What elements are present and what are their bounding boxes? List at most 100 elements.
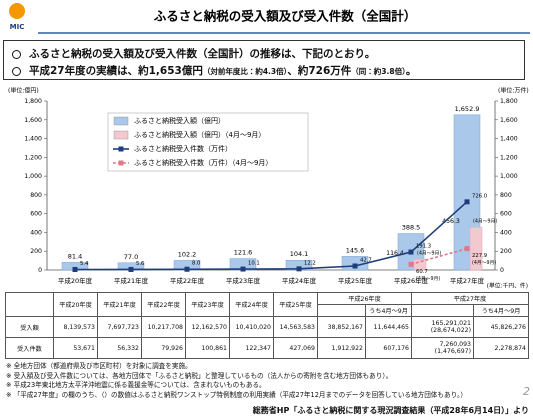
line-point bbox=[240, 266, 246, 272]
point-value-label: 227.9 bbox=[472, 253, 487, 259]
bar-value-label: 145.6 bbox=[346, 246, 365, 254]
point-value-label: 8.0 bbox=[192, 261, 201, 267]
table-cell: 45,826,276 bbox=[473, 316, 529, 338]
table-cell: 607,176 bbox=[365, 337, 412, 359]
cell-value: 12,162,570 bbox=[191, 323, 227, 331]
table-cell: 56,332 bbox=[97, 337, 142, 359]
cell-value: 7,260,093 bbox=[439, 341, 472, 348]
bar-value-label: 81.4 bbox=[68, 252, 82, 260]
cell-value: 427,069 bbox=[289, 344, 315, 352]
y-tick-label: 1,600 bbox=[24, 117, 42, 124]
y2-tick-label: 1,600 bbox=[500, 117, 518, 124]
bar-value-label: 116.4 bbox=[386, 250, 404, 257]
line-point bbox=[464, 199, 470, 205]
table-cell: 79,926 bbox=[141, 337, 186, 359]
line-point bbox=[408, 261, 414, 267]
point-value-label: 42.7 bbox=[360, 257, 372, 263]
table-cell: うち4月～9月 bbox=[473, 304, 529, 317]
x-tick-label: 平成23年度 bbox=[226, 276, 261, 285]
table-cell: 受入額 bbox=[5, 316, 54, 338]
y2-tick-label: 1,200 bbox=[500, 154, 518, 161]
table-cell: 2,278,874 bbox=[473, 337, 529, 359]
cell-value: 10,410,020 bbox=[235, 323, 271, 331]
annotation: (4月～9月) bbox=[416, 276, 440, 282]
bar-value-label: 388.5 bbox=[402, 224, 421, 232]
table-unit: (単位:千円、件) bbox=[487, 282, 528, 290]
cell-value: 14,563,583 bbox=[279, 323, 315, 331]
y-tick-label: 0 bbox=[38, 267, 42, 274]
bullet bbox=[12, 49, 21, 59]
table-cell: 165,291,021 (28,674,022) bbox=[411, 316, 474, 338]
table-cell: 平成20年度 bbox=[53, 292, 98, 317]
table-cell: 38,852,167 bbox=[317, 316, 366, 338]
y-tick-label: 600 bbox=[30, 211, 42, 218]
cell-value: 7,697,723 bbox=[107, 323, 140, 331]
table-cell: 53,671 bbox=[53, 337, 98, 359]
legend-swatch bbox=[118, 160, 124, 166]
legend-swatch bbox=[113, 116, 129, 126]
point-value-label: 5.4 bbox=[80, 261, 89, 267]
x-tick-label: 平成21年度 bbox=[114, 276, 149, 285]
point-value-label: 5.6 bbox=[136, 261, 145, 267]
table-cell: 11,644,465 bbox=[365, 316, 412, 338]
data-table: 平成20年度 平成21年度 平成22年度 平成23年度 平成24年度 平成25年度 平成26… bbox=[5, 292, 529, 359]
y-tick-label: 800 bbox=[30, 192, 42, 199]
y-tick-label: 200 bbox=[30, 248, 42, 255]
cell-onestop: (1,476,697) bbox=[434, 348, 471, 355]
y-tick-label: 1,400 bbox=[24, 136, 42, 143]
point-value-label: 10.1 bbox=[248, 261, 260, 267]
table-cell: 12,162,570 bbox=[185, 316, 230, 338]
cell-onestop: (28,674,022) bbox=[430, 327, 471, 334]
chart: MIC ふるさと納税の受入額及び受入件数（全国計） (単位:億円) (単位:万件)… bbox=[8, 3, 530, 290]
cell-value: 2,278,874 bbox=[494, 344, 527, 352]
y2-tick-label: 800 bbox=[500, 192, 512, 199]
annotation: (4月～9月) bbox=[472, 260, 496, 266]
y2-axis-label: (単位:万件) bbox=[498, 87, 529, 95]
bullet bbox=[12, 66, 21, 76]
bar-value-label: 121.6 bbox=[234, 249, 253, 257]
y-tick-label: 1,000 bbox=[24, 173, 42, 180]
table-cell bbox=[317, 304, 366, 317]
y2-tick-label: 1,800 bbox=[500, 98, 518, 105]
cell-value: 45,826,276 bbox=[490, 323, 526, 331]
legend-label: ふるさと納税受入件数（万件） bbox=[134, 144, 232, 153]
legend-swatch bbox=[118, 146, 124, 152]
logo-mark bbox=[9, 3, 25, 19]
table-cell: 10,410,020 bbox=[229, 316, 274, 338]
table-cell: 427,069 bbox=[273, 337, 318, 359]
y-tick-label: 1,200 bbox=[24, 154, 42, 161]
table-cell: 7,697,723 bbox=[97, 316, 142, 338]
table-row: 受入額 8,139,573 7,697,723 10,217,708 12,162,57… bbox=[5, 316, 529, 338]
table-cell: 14,563,583 bbox=[273, 316, 318, 338]
table-cell bbox=[411, 304, 474, 317]
table-cell: 受入件数 bbox=[5, 337, 54, 359]
cell-value: 53,671 bbox=[73, 344, 95, 352]
summary-text: （対前年度比：約4.3倍） bbox=[202, 67, 288, 76]
x-tick-label: 平成25年度 bbox=[338, 276, 373, 285]
cell-value: 607,176 bbox=[383, 344, 409, 352]
note: ※ 全地方団体（都道府県及び市区町村）を対象に調査を実施。 bbox=[6, 362, 192, 370]
y2-tick-label: 0 bbox=[500, 267, 504, 274]
table-cell: 平成27年度 bbox=[411, 292, 529, 305]
summary-text: 、約726万件 bbox=[287, 65, 352, 77]
y-axis-label: (単位:億円) bbox=[8, 87, 39, 95]
cell-value: 122,347 bbox=[245, 344, 271, 352]
line-point bbox=[464, 246, 470, 252]
table-cell: 100,861 bbox=[185, 337, 230, 359]
summary-line: 平成27年度の実績は、約1,653億円（対前年度比：約4.3倍）、約726万件（… bbox=[12, 63, 416, 78]
legend-box bbox=[107, 112, 309, 172]
cell-value: 165,291,021 bbox=[431, 320, 471, 327]
legend-swatch bbox=[113, 130, 129, 140]
cell-value: 56,332 bbox=[117, 344, 139, 352]
y2-tick-label: 1,000 bbox=[500, 173, 518, 180]
table-cell: 平成24年度 bbox=[229, 292, 274, 317]
legend-label: ふるさと納税受入額（億円）（4月～9月） bbox=[134, 130, 265, 139]
table-cell: 平成23年度 bbox=[185, 292, 230, 317]
bar bbox=[413, 258, 427, 271]
table-cell: 7,260,093 (1,476,697) bbox=[411, 337, 474, 359]
table-row: 平成20年度 平成21年度 平成22年度 平成23年度 平成24年度 平成25年度 平成26… bbox=[5, 292, 529, 317]
table-cell: 平成22年度 bbox=[141, 292, 186, 317]
bar-value-label: 104.1 bbox=[290, 250, 309, 258]
notes: ※ 全地方団体（都道府県及び市区町村）を対象に調査を実施。 ※ 受入額及び受入件数… bbox=[6, 362, 467, 400]
